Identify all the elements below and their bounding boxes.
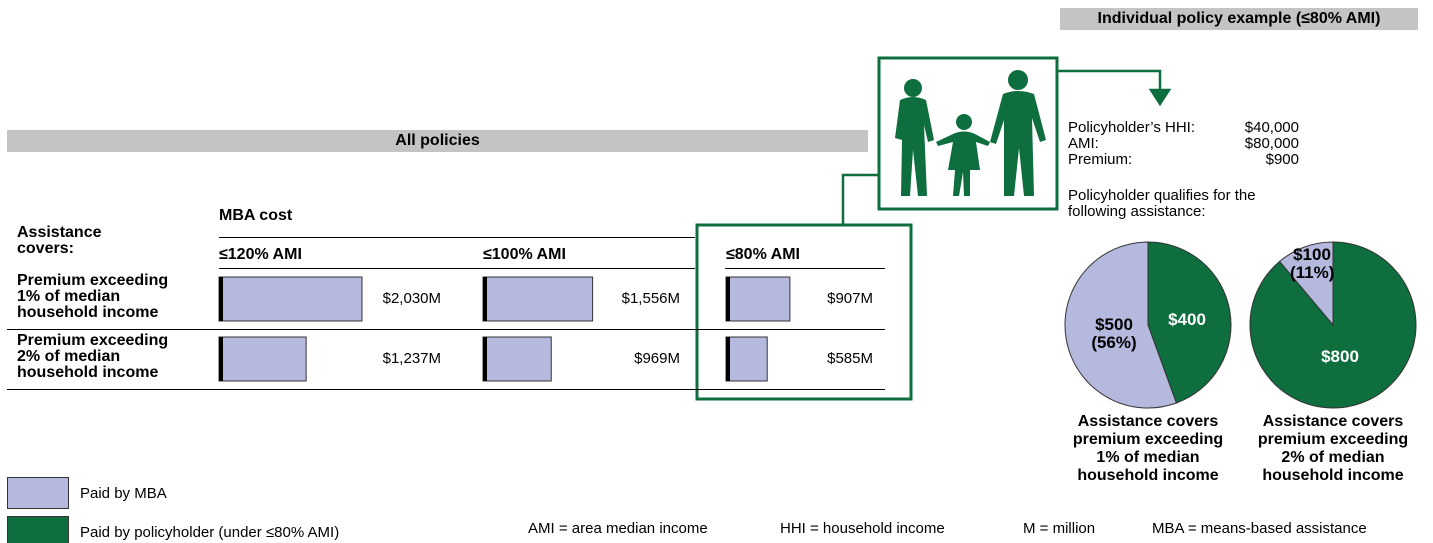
qualifies-text: Policyholder qualifies for the following… [1068, 187, 1256, 220]
slice-label: $800 [1321, 347, 1359, 366]
rule [7, 329, 885, 330]
bar-edge [483, 337, 487, 381]
legend-swatch [7, 516, 69, 543]
value-label: $1,556M [621, 290, 680, 307]
value-label: $907M [827, 290, 873, 307]
fact-value: $900 [1265, 151, 1299, 168]
fact-row: AMI: $80,000 [1068, 136, 1299, 152]
bar-edge [483, 277, 487, 321]
right-banner: Individual policy example (≤80% AMI) [1060, 8, 1418, 30]
bar [218, 336, 307, 382]
bar-edge [219, 337, 223, 381]
family-photo [877, 56, 1059, 211]
left-banner: All policies [7, 130, 868, 152]
bar [482, 336, 552, 382]
arrow-head [1148, 88, 1172, 107]
slice-label: $100 (11%) [1290, 245, 1335, 282]
connector-arrow [1057, 69, 1162, 92]
legend-swatch [7, 477, 69, 509]
bar [725, 276, 791, 322]
bar-edge [726, 277, 730, 321]
rule [725, 268, 885, 269]
bar [482, 276, 594, 322]
column-header: ≤100% AMI [483, 246, 566, 263]
footnote: HHI = household income [780, 520, 945, 537]
pie-slice [1064, 241, 1178, 409]
fact-label: Policyholder’s HHI: [1068, 119, 1195, 136]
fact-row: Policyholder’s HHI: $40,000 [1068, 120, 1299, 136]
highlight-box [695, 223, 913, 401]
row-label: Premium exceeding 2% of median household… [17, 332, 169, 381]
facts: Policyholder’s HHI: $40,000 AMI: $80,000 Pre… [1068, 120, 1299, 168]
pie-caption: Assistance covers premium exceeding 2% o… [1257, 413, 1409, 484]
value-label: $1,237M [382, 350, 441, 367]
rule [219, 268, 695, 269]
rule [7, 389, 885, 390]
rule [219, 237, 695, 238]
fact-label: AMI: [1068, 135, 1099, 152]
value-label: $585M [827, 350, 873, 367]
column-header: ≤120% AMI [219, 246, 302, 263]
slice-label: $500 (56%) [1091, 315, 1137, 352]
silhouette [895, 70, 1046, 196]
row-label: Premium exceeding 1% of median household… [17, 272, 169, 321]
pie-slice [1147, 241, 1232, 404]
legend-label: Paid by MBA [80, 485, 167, 502]
value-label: $2,030M [382, 290, 441, 307]
mba-header: MBA cost [219, 207, 293, 224]
fact-label: Premium: [1068, 151, 1133, 168]
footnote: M = million [1023, 520, 1096, 537]
fact-value: $40,000 [1244, 119, 1299, 136]
slice-label: $400 [1168, 310, 1206, 329]
legend-label: Paid by policyholder (under ≤80% AMI) [80, 524, 340, 541]
bar-edge [726, 337, 730, 381]
row-header: Assistance covers: [17, 224, 102, 257]
fact-row: Premium: $900 [1068, 152, 1299, 168]
footnote: AMI = area median income [528, 520, 708, 537]
value-label: $969M [634, 350, 680, 367]
fact-value: $80,000 [1244, 135, 1299, 152]
connector-line [841, 173, 879, 225]
connectors [695, 69, 1172, 401]
marks [218, 241, 1417, 409]
bar-edge [219, 277, 223, 321]
footnote: MBA = means-based assistance [1152, 520, 1367, 537]
pie-caption: Assistance covers premium exceeding 1% o… [1072, 413, 1224, 484]
column-header: ≤80% AMI [726, 246, 800, 263]
pie-slice [1278, 241, 1334, 327]
